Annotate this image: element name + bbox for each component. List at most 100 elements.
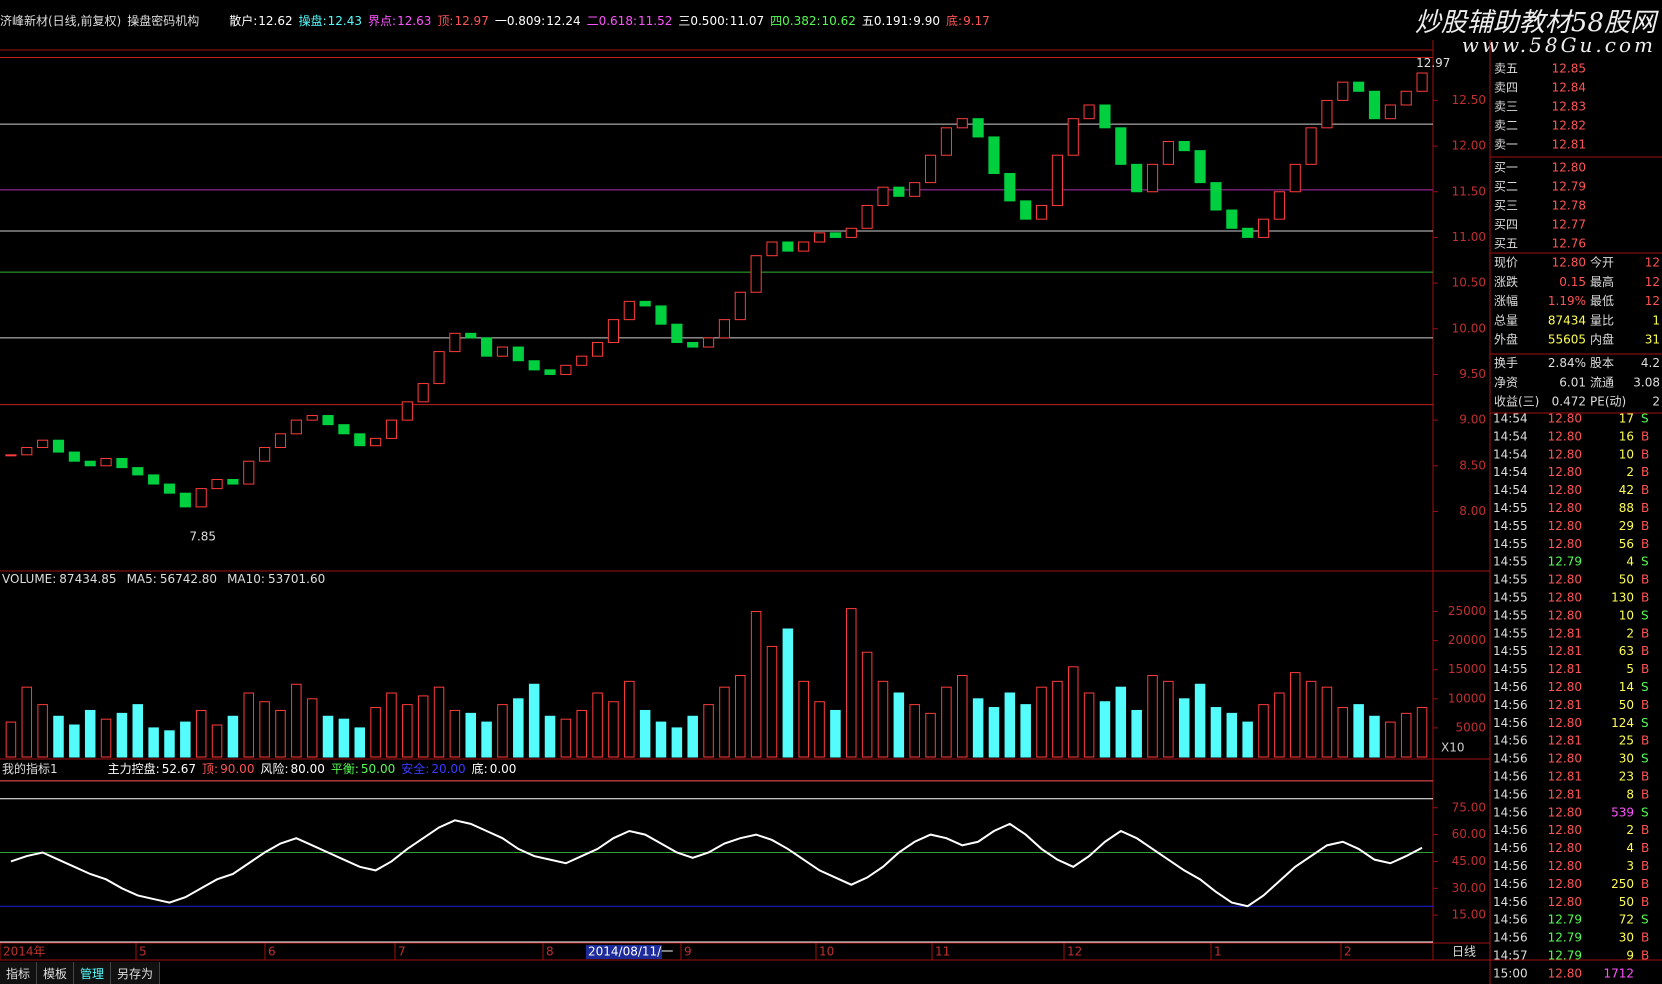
trade-time: 14:55 — [1493, 573, 1528, 587]
candle — [1067, 118, 1079, 156]
book-label: 卖三 — [1494, 100, 1518, 114]
trade-price: 12.79 — [1548, 931, 1582, 945]
candle — [528, 360, 540, 371]
candle — [84, 460, 96, 467]
candle — [1257, 218, 1270, 238]
trade-time: 14:54 — [1493, 412, 1528, 426]
y-tick-label: 20000 — [1448, 633, 1486, 647]
trade-price: 12.81 — [1548, 787, 1582, 801]
candle — [1178, 141, 1190, 152]
trade-volume: 56 — [1619, 537, 1634, 551]
volume-bar — [100, 718, 112, 758]
volume-bar — [195, 709, 207, 758]
quote-label: 现价 — [1494, 256, 1518, 270]
level-name: 界点: — [368, 14, 397, 28]
candle — [1273, 191, 1285, 220]
volume-bar — [766, 645, 778, 758]
trade-volume: 124 — [1611, 716, 1634, 730]
trade-time: 14:56 — [1493, 805, 1528, 819]
candle — [766, 241, 778, 257]
trade-volume: 16 — [1619, 429, 1634, 443]
tab[interactable]: 管理 — [74, 962, 112, 984]
volume-bar — [513, 698, 524, 758]
volume-bar — [53, 715, 64, 758]
volume-bar — [322, 715, 334, 758]
candle — [465, 332, 477, 339]
trade-price: 12.79 — [1548, 555, 1582, 569]
volume-bar — [211, 724, 223, 758]
volume-bar — [227, 715, 239, 758]
trade-volume: 130 — [1611, 591, 1634, 605]
candle — [798, 241, 810, 252]
trade-price: 12.80 — [1548, 608, 1582, 622]
volume-bar — [846, 608, 857, 758]
trade-volume: 88 — [1619, 501, 1634, 515]
y-tick-label: 12.50 — [1452, 93, 1486, 107]
y-tick-label: 8.00 — [1459, 504, 1486, 518]
volume-header: VOLUME: 87434.85 MA5: 56742.80 MA10: 53701.60 — [2, 572, 335, 586]
candle — [1321, 99, 1333, 129]
trade-side: S — [1641, 752, 1649, 766]
y-tick-label: 10.00 — [1452, 321, 1486, 335]
book-price: 12.77 — [1552, 218, 1586, 232]
candle — [988, 136, 1000, 174]
tab[interactable]: 模板 — [37, 962, 75, 984]
volume-bar — [735, 675, 746, 758]
tab[interactable]: 指标 — [0, 962, 38, 984]
quote-value: 12 — [1645, 256, 1660, 270]
trade-side: B — [1641, 823, 1649, 837]
y-tick-label: 9.50 — [1459, 367, 1486, 381]
volume-bar — [449, 709, 461, 758]
trade-time: 14:56 — [1493, 752, 1528, 766]
trade-time: 14:56 — [1493, 931, 1528, 945]
book-price: 12.84 — [1552, 81, 1586, 95]
trade-time: 14:56 — [1493, 698, 1528, 712]
quote-label: 量比 — [1590, 313, 1614, 327]
trade-volume: 2 — [1626, 823, 1634, 837]
level-name: 操盘: — [298, 14, 327, 28]
indicator-header: 我的指标1 主力控盘: 52.67 顶: 90.00 风险: 80.00 平衡: 50.00 安全… — [2, 760, 522, 777]
candle — [956, 118, 968, 129]
trade-time: 14:55 — [1493, 519, 1528, 533]
y-tick-label: 75.00 — [1452, 800, 1486, 814]
book-price: 12.81 — [1552, 138, 1586, 152]
volume-bar — [497, 704, 508, 758]
trade-side: B — [1641, 698, 1649, 712]
volume-bar — [544, 715, 556, 758]
trade-side: S — [1641, 805, 1649, 819]
book-label: 买五 — [1494, 237, 1518, 251]
level-value: 12.63 — [397, 14, 432, 28]
indicator-name: 我的指标1 — [2, 762, 58, 776]
chart-header: 济峰新材(日线,前复权) 操盘密码机构 散户:12.62 操盘:12.43 界点:12.… — [0, 12, 996, 29]
quote-label: 收益(三) — [1494, 395, 1539, 409]
volume-name: MA10: — [227, 572, 265, 586]
trade-price: 12.80 — [1548, 823, 1582, 837]
trade-side: S — [1641, 555, 1649, 569]
date-label: 9 — [684, 945, 692, 959]
quote-value: 55605 — [1548, 333, 1586, 347]
volume-bar — [259, 701, 270, 758]
tab[interactable]: 另存为 — [111, 962, 161, 984]
volume-bar — [433, 686, 445, 758]
trade-volume: 42 — [1619, 483, 1634, 497]
candle — [655, 305, 667, 325]
quote-value: 2 — [1652, 395, 1660, 409]
quote-value: 0.15 — [1559, 275, 1586, 289]
quote-label: 最低 — [1590, 294, 1614, 308]
volume-bar — [1147, 675, 1158, 758]
trade-volume: 17 — [1619, 412, 1634, 426]
volume-bar — [655, 721, 667, 758]
trade-time: 14:56 — [1493, 841, 1528, 855]
level-value: 12.24 — [546, 14, 581, 28]
volume-bar — [180, 721, 191, 758]
book-price: 12.85 — [1552, 62, 1586, 76]
book-price: 12.80 — [1552, 161, 1586, 175]
candle — [1384, 104, 1396, 120]
indicator-value: 90.00 — [220, 762, 255, 776]
quote-label: 最高 — [1590, 274, 1614, 289]
level-value: 12.62 — [258, 14, 293, 28]
book-price: 12.76 — [1552, 237, 1586, 251]
volume-value: 87434.85 — [59, 572, 117, 586]
